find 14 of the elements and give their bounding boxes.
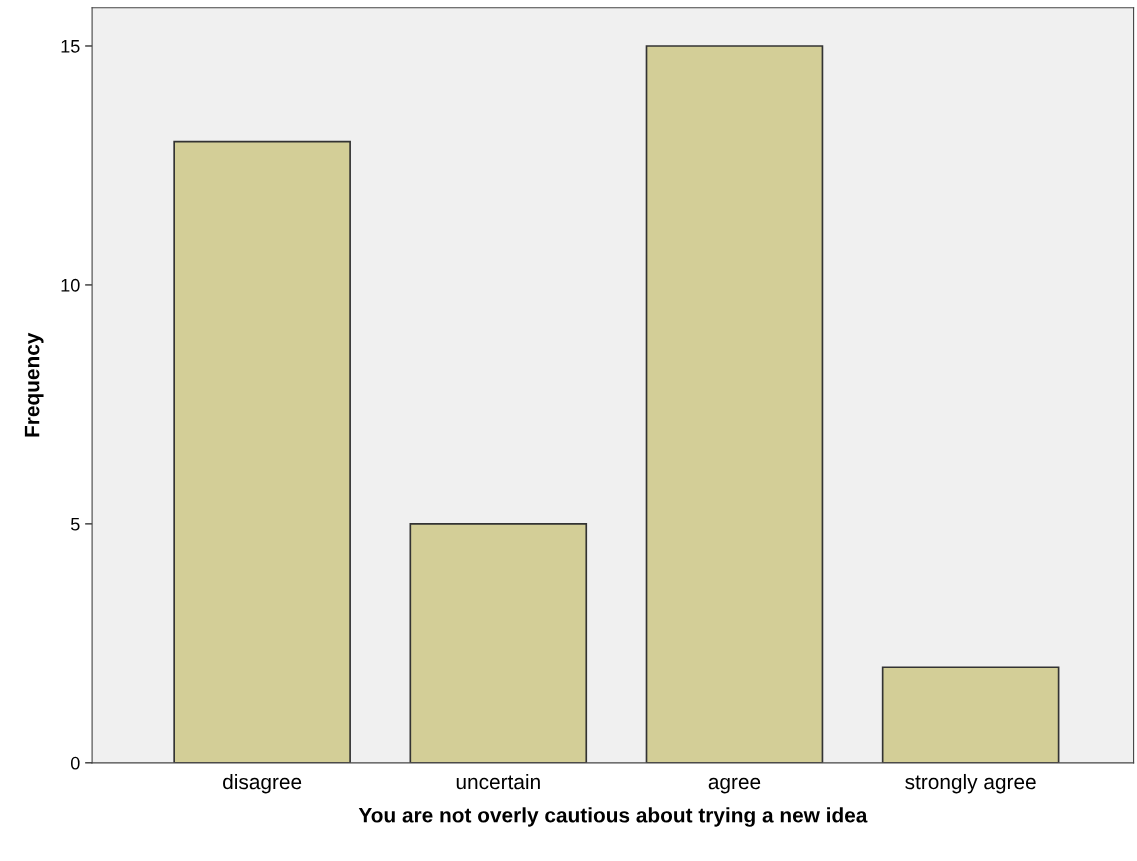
x-tick-label: strongly agree	[905, 773, 1036, 794]
bar	[881, 666, 1060, 763]
x-tick-label: disagree	[223, 773, 302, 794]
bar	[173, 140, 351, 763]
y-tick-label: 5	[70, 518, 80, 531]
bar	[409, 523, 588, 763]
y-tick-label: 15	[61, 40, 80, 53]
y-tick-label: 0	[70, 756, 80, 770]
bar	[645, 45, 824, 763]
x-axis-title: You are not overly cautious about trying a new idea	[358, 807, 868, 827]
x-tick-label: agree	[708, 777, 761, 794]
x-tick-label: uncertain	[456, 773, 540, 790]
y-tick-label: 10	[61, 278, 80, 292]
y-axis-title: Frequency	[24, 332, 44, 437]
